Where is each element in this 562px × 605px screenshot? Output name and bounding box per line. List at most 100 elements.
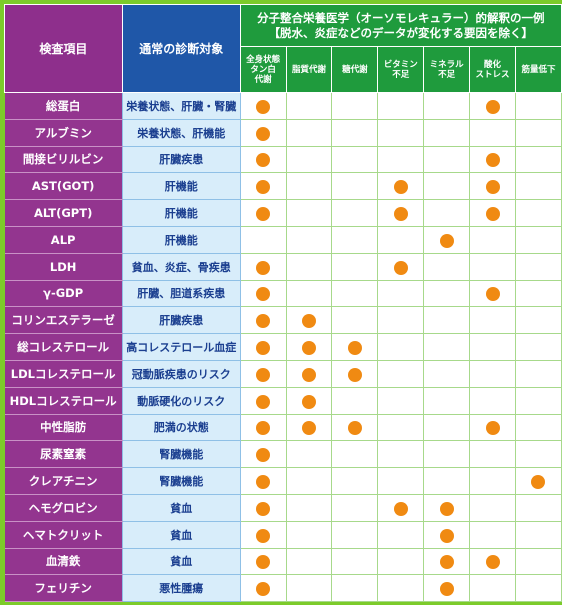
orange-dot-icon bbox=[301, 367, 316, 382]
orange-dot-icon bbox=[256, 260, 271, 275]
mark-cell-col-lipid-metabolism bbox=[285, 467, 333, 495]
orange-dot-icon bbox=[439, 582, 454, 597]
mark-cell-col-sugar-metabolism bbox=[331, 413, 379, 442]
orange-dot-icon bbox=[301, 314, 316, 329]
mark-cell-col-lipid-metabolism bbox=[285, 547, 333, 576]
mark-cell-col-sugar-metabolism bbox=[331, 359, 379, 388]
mark-cell-col-muscle-loss bbox=[514, 306, 562, 335]
orange-dot-icon bbox=[531, 475, 546, 490]
mark-cell-col-muscle-loss bbox=[514, 467, 562, 495]
mark-cell-col-vitamin-deficiency bbox=[377, 279, 425, 308]
header-label-line: 不足 bbox=[438, 69, 456, 80]
mark-cell-col-vitamin-deficiency bbox=[377, 520, 425, 549]
header-label-line: ビタミン bbox=[383, 59, 418, 70]
orange-dot-icon bbox=[256, 582, 271, 597]
table-row: フェリチン 悪性腫瘍 bbox=[4, 574, 562, 603]
mark-cell-col-protein-metabolism bbox=[239, 225, 287, 254]
mark-cell-col-mineral-deficiency bbox=[423, 359, 471, 388]
mark-cell-col-sugar-metabolism bbox=[331, 172, 379, 201]
mark-cell-col-sugar-metabolism bbox=[331, 252, 379, 281]
mark-cell-col-muscle-loss bbox=[514, 92, 562, 120]
header-label-line: 糖代謝 bbox=[342, 64, 368, 75]
mark-cell-col-oxidative-stress bbox=[469, 493, 516, 522]
mark-cell-col-lipid-metabolism bbox=[285, 172, 333, 201]
mark-cell-col-sugar-metabolism bbox=[331, 199, 379, 227]
mark-cell-col-lipid-metabolism bbox=[285, 225, 333, 254]
header-col-vitamin-deficiency: ビタミン 不足 bbox=[377, 46, 425, 93]
header-test-item: 検査項目 bbox=[4, 4, 123, 93]
orange-dot-icon bbox=[256, 421, 271, 436]
mark-cell-col-oxidative-stress bbox=[469, 574, 516, 603]
diagnosis-cell: 肝機能 bbox=[121, 172, 241, 201]
table-row: ヘモグロビン 貧血 bbox=[4, 493, 562, 522]
orange-dot-icon bbox=[301, 394, 316, 409]
mark-cell-col-vitamin-deficiency bbox=[377, 413, 425, 442]
diagnosis-cell: 貧血 bbox=[121, 520, 241, 549]
diagnosis-cell: 悪性腫瘍 bbox=[121, 574, 241, 603]
mark-cell-col-protein-metabolism bbox=[239, 172, 287, 201]
mark-cell-col-lipid-metabolism bbox=[285, 92, 333, 120]
mark-cell-col-sugar-metabolism bbox=[331, 467, 379, 495]
mark-cell-col-protein-metabolism bbox=[239, 413, 287, 442]
mark-cell-col-protein-metabolism bbox=[239, 92, 287, 120]
test-item-cell: ALT(GPT) bbox=[4, 199, 123, 227]
mark-cell-col-vitamin-deficiency bbox=[377, 467, 425, 495]
orange-dot-icon bbox=[301, 341, 316, 356]
mark-cell-col-sugar-metabolism bbox=[331, 279, 379, 308]
mark-cell-col-muscle-loss bbox=[514, 386, 562, 415]
header-label-line: 全身状態 bbox=[246, 54, 281, 65]
test-item-cell: 中性脂肪 bbox=[4, 413, 123, 442]
mark-cell-col-sugar-metabolism bbox=[331, 306, 379, 335]
table-row: LDH 貧血、炎症、骨疾患 bbox=[4, 252, 562, 281]
mark-cell-col-oxidative-stress bbox=[469, 467, 516, 495]
mark-cell-col-oxidative-stress bbox=[469, 306, 516, 335]
mark-cell-col-protein-metabolism bbox=[239, 145, 287, 174]
mark-cell-col-muscle-loss bbox=[514, 279, 562, 308]
mark-cell-col-vitamin-deficiency bbox=[377, 145, 425, 174]
mark-cell-col-lipid-metabolism bbox=[285, 118, 333, 147]
orange-dot-icon bbox=[439, 528, 454, 543]
mark-cell-col-protein-metabolism bbox=[239, 493, 287, 522]
mark-cell-col-vitamin-deficiency bbox=[377, 252, 425, 281]
orange-dot-icon bbox=[485, 207, 500, 222]
mark-cell-col-lipid-metabolism bbox=[285, 306, 333, 335]
orange-dot-icon bbox=[256, 341, 271, 356]
mark-cell-col-sugar-metabolism bbox=[331, 145, 379, 174]
diagnosis-cell: 肝機能 bbox=[121, 225, 241, 254]
orange-dot-icon bbox=[256, 180, 271, 195]
mark-cell-col-mineral-deficiency bbox=[423, 520, 471, 549]
mark-cell-col-muscle-loss bbox=[514, 574, 562, 603]
orange-dot-icon bbox=[256, 448, 271, 463]
orange-dot-icon bbox=[256, 314, 271, 329]
mark-cell-col-protein-metabolism bbox=[239, 359, 287, 388]
mark-cell-col-oxidative-stress bbox=[469, 440, 516, 469]
test-item-cell: ヘマトクリット bbox=[4, 520, 123, 549]
mark-cell-col-protein-metabolism bbox=[239, 333, 287, 361]
mark-cell-col-protein-metabolism bbox=[239, 306, 287, 335]
table-row: ALP 肝機能 bbox=[4, 225, 562, 254]
mark-cell-col-protein-metabolism bbox=[239, 199, 287, 227]
orange-dot-icon bbox=[439, 555, 454, 570]
orange-dot-icon bbox=[347, 367, 362, 382]
orange-dot-icon bbox=[393, 207, 408, 222]
orange-dot-icon bbox=[393, 501, 408, 516]
test-item-cell: 尿素窒素 bbox=[4, 440, 123, 469]
mark-cell-col-muscle-loss bbox=[514, 413, 562, 442]
diagnosis-cell: 栄養状態、肝臓・腎臓 bbox=[121, 92, 241, 120]
mark-cell-col-protein-metabolism bbox=[239, 252, 287, 281]
diagnosis-cell: 貧血 bbox=[121, 547, 241, 576]
mark-cell-col-sugar-metabolism bbox=[331, 386, 379, 415]
lab-test-table: 検査項目 通常の診断対象 分子整合栄養医学（オーソモレキュラー）的解釈の一例 【… bbox=[4, 4, 562, 603]
orange-dot-icon bbox=[439, 233, 454, 248]
mark-cell-col-oxidative-stress bbox=[469, 252, 516, 281]
mark-cell-col-oxidative-stress bbox=[469, 92, 516, 120]
table-row: 血清鉄 貧血 bbox=[4, 547, 562, 576]
mark-cell-col-mineral-deficiency bbox=[423, 413, 471, 442]
orange-dot-icon bbox=[485, 180, 500, 195]
mark-cell-col-mineral-deficiency bbox=[423, 333, 471, 361]
mark-cell-col-muscle-loss bbox=[514, 520, 562, 549]
mark-cell-col-muscle-loss bbox=[514, 172, 562, 201]
header-col-lipid-metabolism: 脂質代謝 bbox=[285, 46, 333, 93]
mark-cell-col-vitamin-deficiency bbox=[377, 547, 425, 576]
mark-cell-col-protein-metabolism bbox=[239, 386, 287, 415]
